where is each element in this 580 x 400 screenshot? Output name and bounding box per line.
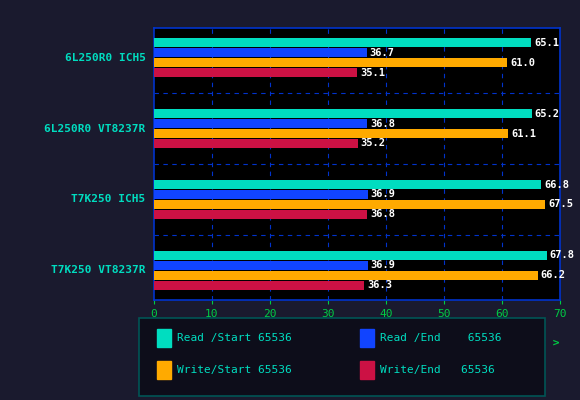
Text: T7K250 VT8237R: T7K250 VT8237R [51, 265, 146, 275]
Bar [154, 58, 508, 67]
Text: 65.2: 65.2 [535, 109, 560, 119]
Bar [154, 271, 538, 280]
Bar [154, 139, 358, 148]
Bar [154, 129, 508, 138]
Text: MB/s: MB/s [343, 338, 370, 348]
Text: 65.1: 65.1 [534, 38, 559, 48]
Text: Write/Start 65536: Write/Start 65536 [177, 365, 292, 375]
Text: < Slow: < Slow [154, 338, 194, 348]
Text: 36.8: 36.8 [370, 119, 395, 129]
Bar [154, 280, 364, 290]
Bar [154, 109, 532, 118]
Text: 36.3: 36.3 [367, 280, 392, 290]
Bar [154, 261, 368, 270]
Text: 36.8: 36.8 [370, 209, 395, 219]
Bar [154, 38, 531, 48]
Text: Read /End    65536: Read /End 65536 [380, 333, 501, 343]
Text: Fast >: Fast > [519, 338, 560, 348]
Text: 6L250R0 VT8237R: 6L250R0 VT8237R [44, 124, 146, 134]
Text: 61.1: 61.1 [511, 128, 536, 138]
Bar [154, 200, 545, 209]
Bar [154, 119, 367, 128]
Text: Read /Start 65536: Read /Start 65536 [177, 333, 292, 343]
Text: 6L250R0 ICH5: 6L250R0 ICH5 [64, 53, 146, 63]
Text: 36.9: 36.9 [371, 260, 396, 270]
Text: 36.7: 36.7 [369, 48, 394, 58]
Text: 35.1: 35.1 [360, 68, 385, 78]
Text: Write/End   65536: Write/End 65536 [380, 365, 495, 375]
Text: 67.5: 67.5 [548, 199, 573, 209]
Text: 61.0: 61.0 [510, 58, 535, 68]
Text: 67.8: 67.8 [550, 250, 575, 260]
Bar [154, 48, 367, 57]
Text: 66.8: 66.8 [544, 180, 569, 190]
Bar [154, 210, 367, 219]
Bar [154, 251, 547, 260]
Bar [154, 68, 357, 77]
Bar [154, 190, 368, 199]
Text: 36.9: 36.9 [371, 190, 396, 200]
Text: 35.2: 35.2 [361, 138, 386, 148]
Bar [154, 180, 541, 189]
Text: T7K250 ICH5: T7K250 ICH5 [71, 194, 146, 204]
Text: 66.2: 66.2 [541, 270, 566, 280]
